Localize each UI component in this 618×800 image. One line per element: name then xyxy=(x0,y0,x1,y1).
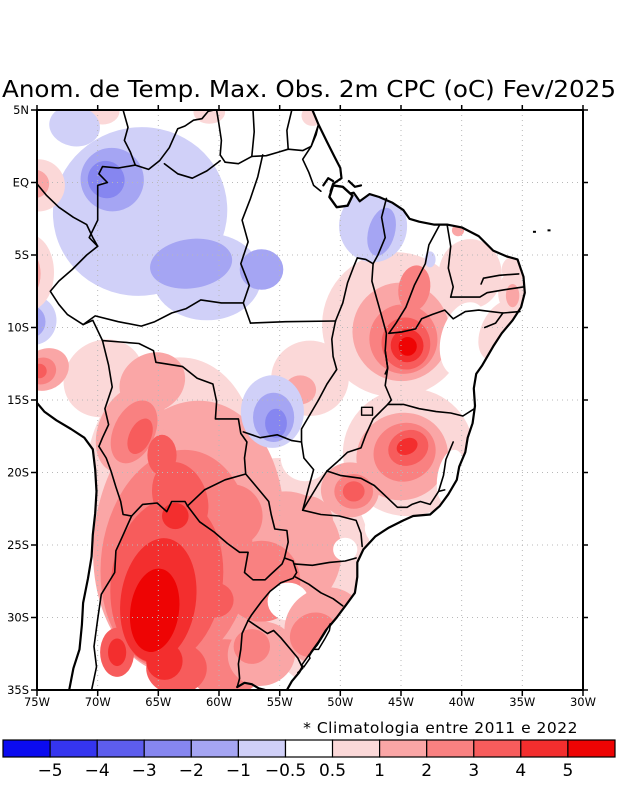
map-shading-layer xyxy=(37,110,583,690)
anomaly-blob xyxy=(439,302,489,377)
anomaly-blob xyxy=(119,352,186,413)
colorbar-tick-label: 5 xyxy=(562,761,573,781)
lat-tick-label: 30S xyxy=(7,611,29,625)
axis-ticks xyxy=(31,105,588,696)
lon-tick-label: 30W xyxy=(570,695,596,709)
colorbar-swatch xyxy=(520,739,569,758)
colorbar-swatch xyxy=(426,739,475,758)
anomaly-blob xyxy=(342,481,365,502)
anomaly-blob xyxy=(333,537,358,561)
anomaly-blob xyxy=(398,265,431,312)
lon-tick-label: 45W xyxy=(388,695,414,709)
anomaly-blob xyxy=(280,434,330,482)
lat-tick-label: 35S xyxy=(7,683,29,697)
colorbar-tick-label: −2 xyxy=(179,761,204,781)
colorbar-tick-label: 1 xyxy=(374,761,385,781)
anomaly-blob xyxy=(37,305,46,338)
lon-tick-label: 50W xyxy=(327,695,353,709)
anomaly-blob xyxy=(108,638,127,667)
lat-tick-label: 5N xyxy=(13,103,29,117)
anomaly-blob xyxy=(49,110,100,147)
anomaly-blob xyxy=(37,363,47,379)
lon-tick-label: 65W xyxy=(145,695,171,709)
colorbar-tick-label: 4 xyxy=(515,761,526,781)
anomaly-blob xyxy=(37,295,57,345)
anomaly-blob xyxy=(396,437,418,455)
anomaly-blob xyxy=(150,238,233,289)
colorbar-swatch xyxy=(284,739,334,758)
colorbar-swatch xyxy=(2,739,51,758)
colorbar-swatch xyxy=(49,739,98,758)
anomaly-blob xyxy=(146,642,183,680)
colorbar: −5 −4 −3 −2 −1 −0.5 0.5 1 2 3 4 5 xyxy=(2,739,616,781)
colorbar-swatch xyxy=(379,739,428,758)
colorbar-tick-label: −1 xyxy=(226,761,251,781)
anomaly-blob xyxy=(279,495,334,548)
lon-tick-label: 60W xyxy=(206,695,232,709)
colorbar-swatch xyxy=(96,739,145,758)
colorbar-tick-label: 0.5 xyxy=(319,761,346,781)
graticule xyxy=(37,110,583,690)
anomaly-blob xyxy=(197,582,234,618)
lon-tick-label: 40W xyxy=(449,695,475,709)
lat-tick-label: EQ xyxy=(13,176,29,190)
anomaly-blob xyxy=(398,337,417,356)
political-borders xyxy=(37,110,525,690)
lat-tick-label: 5S xyxy=(14,248,29,262)
lon-tick-label: 55W xyxy=(267,695,293,709)
lon-tick-label: 35W xyxy=(509,695,535,709)
coastline xyxy=(37,110,526,690)
lat-tick-label: 20S xyxy=(7,466,29,480)
colorbar-tick-label: −5 xyxy=(38,761,63,781)
colorbar-swatch xyxy=(143,739,192,758)
anomaly-blob xyxy=(147,434,177,476)
colorbar-tick-label: 3 xyxy=(468,761,479,781)
map-title: Anom. de Temp. Max. Obs. 2m CPC (oC) Fev… xyxy=(2,75,616,103)
anomaly-blob xyxy=(301,110,324,126)
lat-tick-label: 15S xyxy=(7,393,29,407)
anomaly-blob xyxy=(265,408,287,438)
lon-tick-label: 75W xyxy=(24,695,50,709)
colorbar-swatch xyxy=(331,739,381,758)
anomaly-blob xyxy=(127,418,153,455)
ocean-island-dots xyxy=(532,229,551,233)
colorbar-tick-label: −3 xyxy=(132,761,157,781)
anomaly-blob xyxy=(239,249,284,290)
lat-tick-label: 25S xyxy=(7,538,29,552)
colorbar-swatch xyxy=(237,739,287,758)
colorbar-swatch xyxy=(473,739,522,758)
anomaly-blob xyxy=(129,568,180,653)
anomaly-blob xyxy=(193,110,226,124)
lat-tick-label: 10S xyxy=(7,321,29,335)
coastal-lagoons xyxy=(300,622,332,668)
anomaly-blob xyxy=(162,502,189,530)
anomaly-blob xyxy=(37,234,54,311)
colorbar-tick-label: −4 xyxy=(85,761,110,781)
anomaly-blob xyxy=(37,169,50,199)
colorbar-tick-label: −0.5 xyxy=(265,761,306,781)
colorbar-tick-label: 2 xyxy=(421,761,432,781)
climatology-footnote: * Climatologia entre 2011 e 2022 xyxy=(303,719,578,737)
colorbar-swatch xyxy=(567,739,616,758)
anomaly-blob xyxy=(367,207,396,256)
anomaly-blob xyxy=(438,239,502,309)
colorbar-swatch xyxy=(190,739,240,758)
lon-tick-label: 70W xyxy=(85,695,111,709)
anomaly-blob xyxy=(233,629,270,664)
